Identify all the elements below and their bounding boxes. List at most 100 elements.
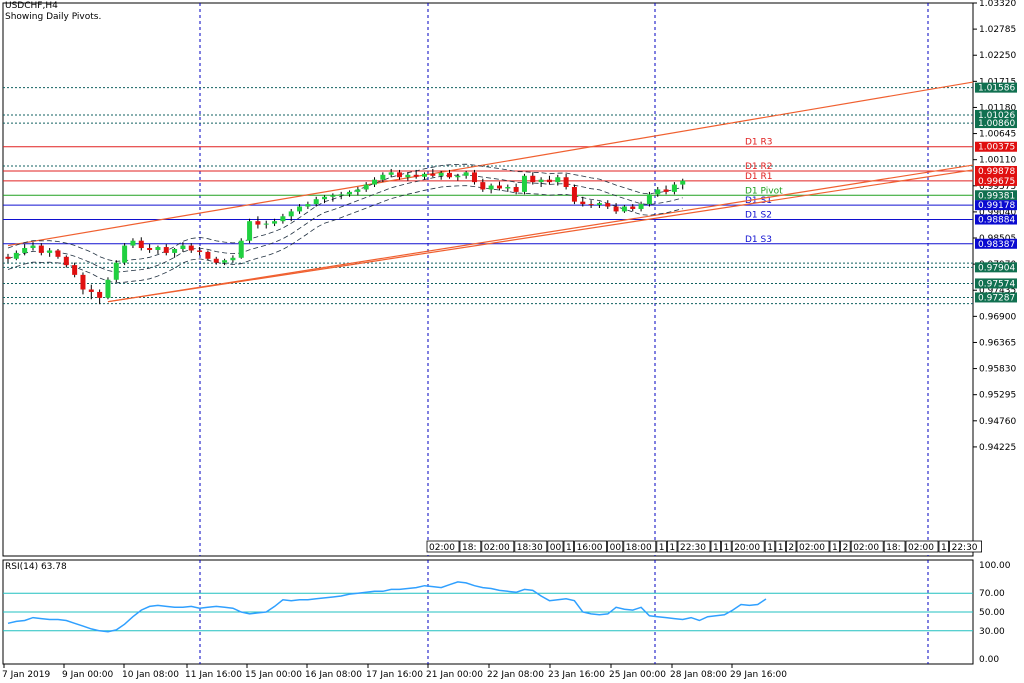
- candle-body[interactable]: [297, 206, 303, 212]
- pivot-label: D1 R2: [745, 162, 773, 172]
- candle-body[interactable]: [305, 204, 311, 207]
- candle-body[interactable]: [172, 248, 178, 253]
- candle-body[interactable]: [138, 240, 144, 249]
- candle-body[interactable]: [413, 174, 419, 177]
- candle-body[interactable]: [388, 172, 394, 175]
- candle-body[interactable]: [397, 172, 403, 178]
- candle-body[interactable]: [505, 187, 511, 189]
- candle-body[interactable]: [513, 187, 519, 192]
- candle-body[interactable]: [255, 221, 261, 225]
- candle-body[interactable]: [322, 196, 328, 200]
- candle-body[interactable]: [496, 185, 502, 189]
- candle-body[interactable]: [55, 250, 61, 257]
- session-box-label: 00: [610, 543, 622, 553]
- candle-body[interactable]: [213, 258, 219, 263]
- candle-body[interactable]: [247, 221, 253, 241]
- candle-body[interactable]: [205, 251, 211, 259]
- candle-body[interactable]: [313, 199, 319, 205]
- trend-line[interactable]: [107, 169, 974, 303]
- candle-body[interactable]: [405, 174, 411, 178]
- candle-body[interactable]: [655, 189, 661, 195]
- candle-body[interactable]: [521, 175, 527, 192]
- price-tick-label: 0.94760: [979, 417, 1016, 427]
- candle-body[interactable]: [5, 256, 11, 259]
- candle-body[interactable]: [288, 211, 294, 217]
- candle-body[interactable]: [47, 250, 53, 253]
- candle-body[interactable]: [438, 172, 444, 176]
- candle-body[interactable]: [563, 177, 569, 188]
- candle-body[interactable]: [480, 182, 486, 190]
- rsi-line[interactable]: [7, 581, 767, 633]
- candle-body[interactable]: [446, 172, 452, 178]
- price-marker-box: [975, 141, 1017, 152]
- candle-body[interactable]: [330, 195, 336, 197]
- candle-body[interactable]: [621, 206, 627, 212]
- candle-body[interactable]: [630, 206, 636, 209]
- candle-body[interactable]: [113, 262, 119, 280]
- candle-body[interactable]: [538, 179, 544, 183]
- price-marker-label: 1.01026: [978, 111, 1015, 121]
- candle-body[interactable]: [13, 252, 19, 259]
- session-box: [607, 540, 624, 553]
- candle-body[interactable]: [588, 204, 594, 206]
- candle-body[interactable]: [380, 174, 386, 180]
- candle-body[interactable]: [180, 245, 186, 249]
- candle-body[interactable]: [272, 221, 278, 224]
- candle-body[interactable]: [363, 184, 369, 190]
- candle-body[interactable]: [188, 245, 194, 251]
- trend-line[interactable]: [107, 164, 974, 303]
- session-box-label: 1: [767, 543, 773, 553]
- candle-body[interactable]: [463, 172, 469, 176]
- candle-body[interactable]: [97, 291, 103, 298]
- price-marker-label: 0.98884: [978, 216, 1015, 226]
- candle-body[interactable]: [422, 173, 427, 177]
- candle-body[interactable]: [455, 175, 461, 178]
- candle-body[interactable]: [338, 194, 344, 196]
- candle-body[interactable]: [155, 247, 161, 250]
- candle-body[interactable]: [163, 247, 169, 253]
- candle-body[interactable]: [613, 206, 619, 212]
- candle-body[interactable]: [646, 194, 652, 205]
- candle-body[interactable]: [88, 289, 94, 292]
- candle-body[interactable]: [372, 179, 378, 185]
- candle-body[interactable]: [72, 265, 78, 275]
- candle-body[interactable]: [671, 184, 677, 192]
- session-box: [563, 540, 575, 553]
- candle-body[interactable]: [130, 240, 136, 246]
- price-tick-label: 0.95830: [979, 365, 1016, 375]
- candle-body[interactable]: [471, 172, 477, 183]
- candle-body[interactable]: [38, 245, 44, 253]
- candle-body[interactable]: [122, 245, 128, 263]
- candle-body[interactable]: [63, 256, 69, 266]
- candle-body[interactable]: [680, 180, 686, 185]
- candle-body[interactable]: [230, 257, 236, 261]
- trend-line[interactable]: [7, 81, 974, 247]
- candle-body[interactable]: [263, 223, 269, 225]
- session-box-label: 18:: [886, 543, 900, 553]
- candle-body[interactable]: [347, 191, 353, 195]
- candle-body[interactable]: [22, 248, 28, 253]
- candle-body[interactable]: [596, 203, 602, 206]
- candle-body[interactable]: [222, 260, 228, 263]
- candle-body[interactable]: [605, 203, 611, 207]
- candle-body[interactable]: [530, 175, 536, 183]
- candle-body[interactable]: [80, 274, 86, 290]
- candle-body[interactable]: [147, 248, 153, 250]
- candle-body[interactable]: [638, 204, 644, 209]
- candle-body[interactable]: [105, 279, 111, 298]
- candle-body[interactable]: [546, 179, 552, 183]
- candle-body[interactable]: [663, 189, 669, 192]
- candle-body[interactable]: [355, 189, 361, 192]
- candle-body[interactable]: [280, 216, 286, 222]
- candle-body[interactable]: [488, 185, 494, 190]
- candle-body[interactable]: [555, 177, 561, 183]
- candle-body[interactable]: [571, 187, 577, 202]
- rsi-tick-label: 50.00: [979, 608, 1005, 618]
- candle-body[interactable]: [30, 245, 36, 249]
- candle-body[interactable]: [580, 201, 586, 205]
- candle-body[interactable]: [430, 173, 436, 176]
- candle-body[interactable]: [238, 240, 244, 258]
- time-axis-label: 7 Jan 2019: [2, 670, 50, 680]
- candle-body[interactable]: [197, 250, 203, 252]
